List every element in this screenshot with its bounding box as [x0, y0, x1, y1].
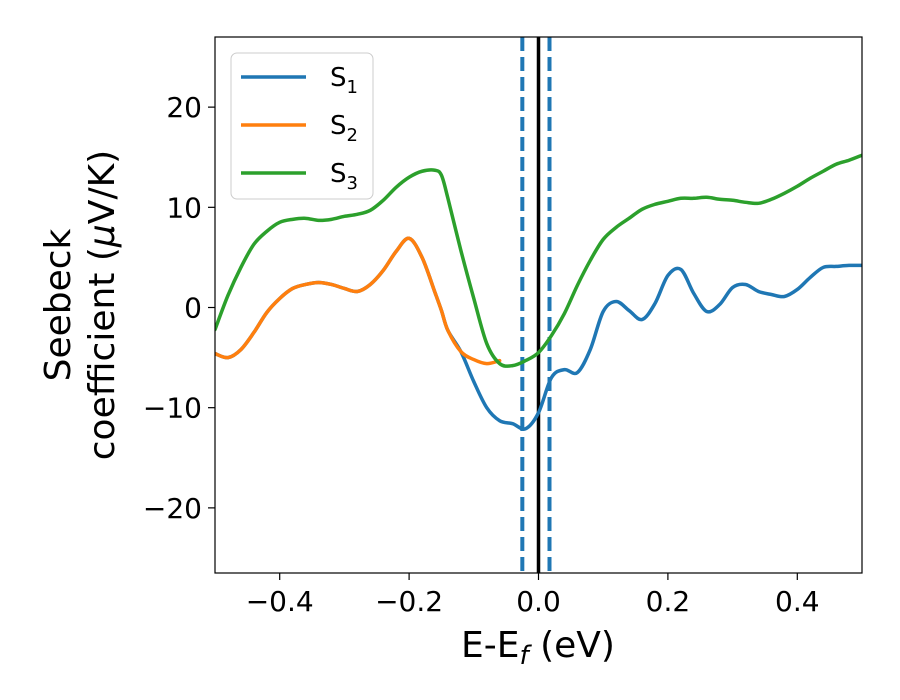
y-tick-label: 0 — [184, 292, 202, 325]
legend-items: S1 S2 S3 — [241, 63, 358, 194]
y-axis-label-line1: Seebeck — [38, 228, 79, 381]
x-axis-ticks: −0.4 −0.2 0.0 0.2 0.4 — [246, 573, 820, 618]
y-tick-label: −10 — [143, 392, 202, 425]
y-axis-label-line2: coefficient (μV/K) — [82, 150, 123, 460]
y-tick-label: 10 — [166, 191, 202, 224]
y-axis-label: Seebeck coefficient (μV/K) — [38, 150, 123, 460]
y-axis-ticks: −20 −10 0 10 20 — [143, 91, 215, 525]
series-line-s2 — [215, 236, 502, 366]
x-tick-label: −0.4 — [246, 585, 314, 618]
series-line-s3 — [215, 153, 862, 368]
legend-label-s2: S2 — [330, 111, 358, 146]
x-tick-label: 0.2 — [646, 585, 691, 618]
x-tick-label: −0.2 — [375, 585, 443, 618]
legend-label-s3: S3 — [330, 159, 358, 194]
reference-lines — [520, 37, 552, 573]
legend-label-s1: S1 — [330, 63, 358, 98]
legend: S1 S2 S3 — [230, 52, 374, 200]
x-tick-label: 0.0 — [516, 585, 561, 618]
x-axis-label: E-Ef (eV) — [461, 625, 615, 671]
y-tick-label: 20 — [166, 91, 202, 124]
x-tick-label: 0.4 — [775, 585, 820, 618]
y-tick-label: −20 — [143, 492, 202, 525]
series-lines — [215, 153, 862, 431]
